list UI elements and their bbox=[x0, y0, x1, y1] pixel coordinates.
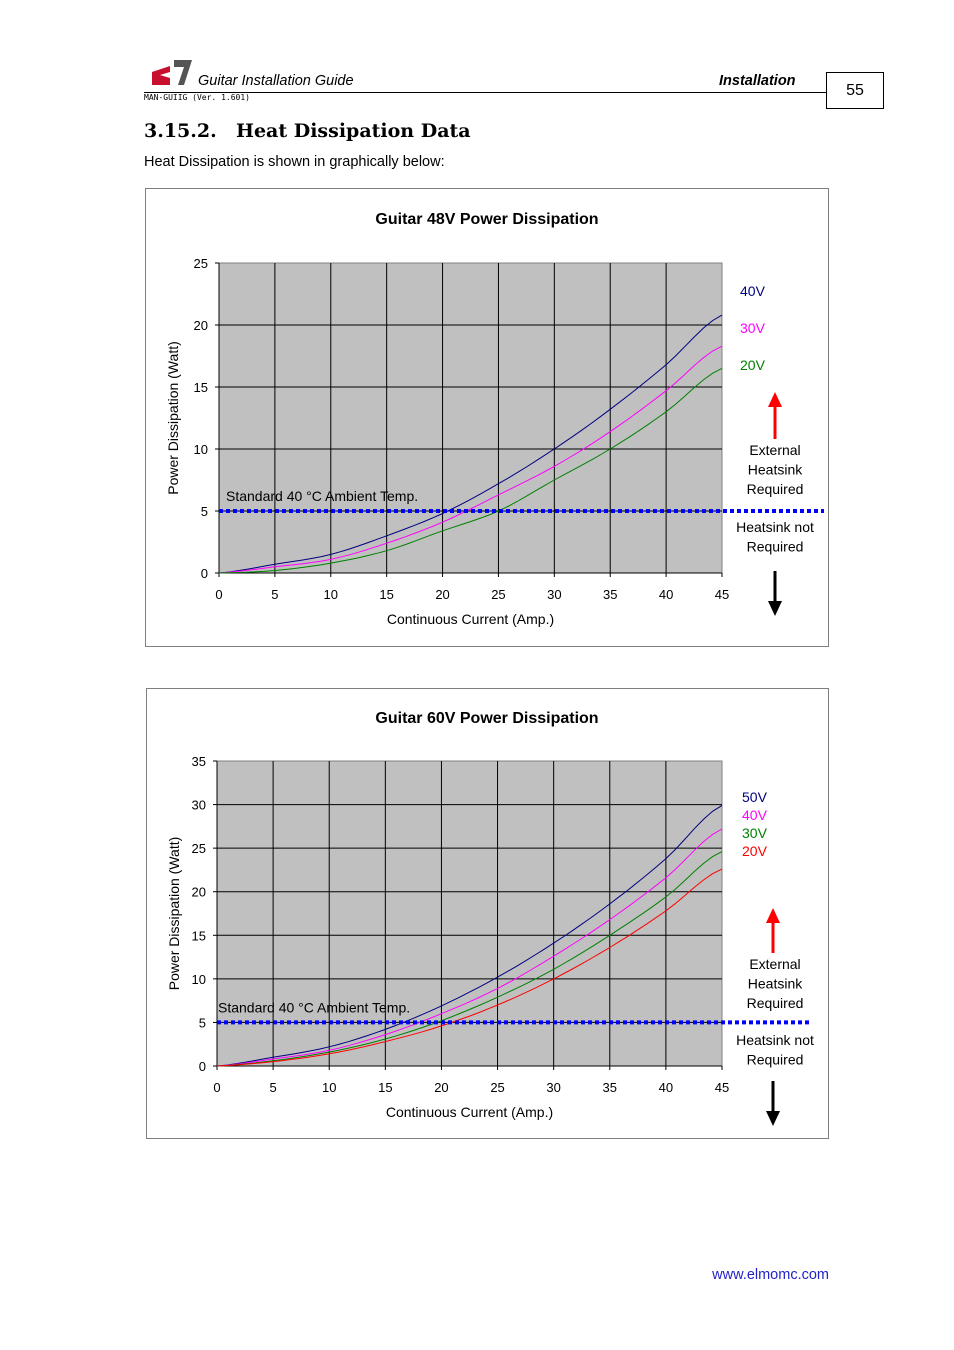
x-tick-label: 35 bbox=[603, 587, 617, 602]
x-tick-label: 20 bbox=[435, 587, 449, 602]
y-tick-label: 15 bbox=[192, 928, 206, 943]
chart-title: Guitar 60V Power Dissipation bbox=[375, 710, 598, 727]
legend-40V: 40V bbox=[742, 807, 768, 823]
x-tick-label: 0 bbox=[213, 1080, 220, 1095]
down-arrow-icon bbox=[768, 601, 782, 616]
y-tick-label: 0 bbox=[199, 1059, 206, 1074]
y-axis-label: Power Dissipation (Watt) bbox=[165, 341, 181, 495]
series-line-50V bbox=[216, 804, 723, 1067]
doc-version: MAN-GUIIG (Ver. 1.601) bbox=[144, 93, 250, 102]
y-tick-label: 25 bbox=[194, 256, 208, 271]
section-number: 3.15.2. bbox=[144, 120, 217, 142]
x-tick-label: 40 bbox=[659, 587, 673, 602]
series-line-40V bbox=[216, 828, 723, 1067]
x-tick-label: 40 bbox=[659, 1080, 673, 1095]
x-axis-label: Continuous Current (Amp.) bbox=[386, 1104, 553, 1120]
series-line-40V bbox=[218, 314, 723, 574]
section-heading: 3.15.2. Heat Dissipation Data bbox=[144, 120, 471, 142]
y-tick-label: 25 bbox=[192, 841, 206, 856]
y-tick-label: 20 bbox=[192, 885, 206, 900]
chart-60v-svg: Guitar 60V Power Dissipation 0 5 10 15 20 25 30… bbox=[166, 710, 814, 1126]
x-axis-label: Continuous Current (Amp.) bbox=[387, 611, 554, 627]
section-title: Heat Dissipation Data bbox=[236, 120, 471, 142]
x-tick-label: 15 bbox=[379, 587, 393, 602]
plot-area bbox=[218, 262, 723, 574]
y-tick-label: 10 bbox=[192, 972, 206, 987]
x-tick-label: 0 bbox=[215, 587, 222, 602]
x-tick-label: 20 bbox=[434, 1080, 448, 1095]
legend-30V: 30V bbox=[740, 320, 766, 336]
threshold-label: Standard 40 °C Ambient Temp. bbox=[218, 999, 410, 1015]
y-tick-label: 0 bbox=[201, 566, 208, 581]
series-line-30V bbox=[216, 851, 723, 1067]
series-line-20V bbox=[216, 868, 723, 1067]
x-tick-label: 45 bbox=[715, 587, 729, 602]
legend-40V: 40V bbox=[740, 283, 766, 299]
up-arrow-icon bbox=[766, 908, 780, 923]
y-tick-label: 5 bbox=[201, 504, 208, 519]
page-header: Guitar Installation Guide Installation 5… bbox=[144, 58, 884, 109]
legend-30V: 30V bbox=[742, 825, 768, 841]
heatsink-required-label: External Heatsink Required bbox=[747, 956, 804, 1011]
x-tick-label: 10 bbox=[324, 587, 338, 602]
header-rule bbox=[144, 92, 826, 93]
x-tick-label: 5 bbox=[271, 587, 278, 602]
x-tick-label: 45 bbox=[715, 1080, 729, 1095]
x-tick-label: 35 bbox=[603, 1080, 617, 1095]
y-tick-label: 20 bbox=[194, 318, 208, 333]
chart-48v-svg: Guitar 48V Power Dissipation 0 5 10 15 20 25 30… bbox=[165, 211, 824, 627]
x-tick-label: 10 bbox=[322, 1080, 336, 1095]
threshold-label: Standard 40 °C Ambient Temp. bbox=[226, 488, 418, 504]
up-arrow-icon bbox=[768, 392, 782, 407]
down-arrow-icon bbox=[766, 1111, 780, 1126]
y-tick-label: 35 bbox=[192, 754, 206, 769]
heatsink-not-required-label: Heatsink not Required bbox=[736, 519, 814, 555]
y-tick-label: 15 bbox=[194, 380, 208, 395]
doc-title: Guitar Installation Guide bbox=[198, 73, 354, 89]
footer-url[interactable]: www.elmomc.com bbox=[712, 1267, 829, 1283]
y-tick-label: 30 bbox=[192, 798, 206, 813]
intro-text: Heat Dissipation is shown in graphically… bbox=[144, 154, 445, 170]
x-tick-label: 15 bbox=[378, 1080, 392, 1095]
chart-title: Guitar 48V Power Dissipation bbox=[375, 211, 598, 228]
x-tick-label: 25 bbox=[491, 587, 505, 602]
legend-20V: 20V bbox=[742, 843, 768, 859]
y-tick-label: 5 bbox=[199, 1015, 206, 1030]
heatsink-not-required-label: Heatsink not Required bbox=[736, 1032, 814, 1068]
page-number: 55 bbox=[826, 72, 884, 109]
section-label: Installation bbox=[719, 73, 796, 89]
x-tick-label: 30 bbox=[547, 587, 561, 602]
x-tick-label: 25 bbox=[490, 1080, 504, 1095]
x-tick-label: 5 bbox=[269, 1080, 276, 1095]
legend-20V: 20V bbox=[740, 357, 766, 373]
series-line-20V bbox=[218, 367, 723, 574]
chart-60v: Guitar 60V Power Dissipation 0 5 10 15 20 25 30… bbox=[146, 688, 829, 1139]
elmo-logo-icon bbox=[152, 60, 192, 85]
x-tick-label: 30 bbox=[546, 1080, 560, 1095]
plot-area bbox=[216, 760, 723, 1067]
legend-50V: 50V bbox=[742, 789, 768, 805]
y-axis-label: Power Dissipation (Watt) bbox=[166, 837, 182, 991]
y-tick-label: 10 bbox=[194, 442, 208, 457]
heatsink-required-label: External Heatsink Required bbox=[747, 442, 804, 497]
chart-48v: Guitar 48V Power Dissipation 0 5 10 15 20 25 30… bbox=[145, 188, 829, 647]
series-line-30V bbox=[218, 345, 723, 574]
